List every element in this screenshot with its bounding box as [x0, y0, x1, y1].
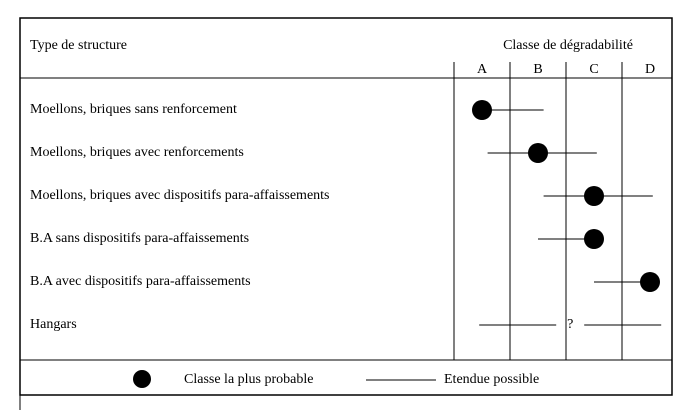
class-label: B: [533, 62, 542, 77]
probable-dot: [472, 100, 492, 120]
row-label: B.A avec dispositifs para-affaissements: [30, 274, 251, 289]
row-label: Moellons, briques sans renforcement: [30, 102, 237, 117]
probable-dot: [584, 229, 604, 249]
row-label: B.A sans dispositifs para-affaissements: [30, 231, 249, 246]
row-label: Hangars: [30, 317, 77, 332]
class-title: Classe de dégradabilité: [503, 38, 633, 53]
legend-dot: [133, 370, 151, 388]
class-label: D: [645, 62, 655, 77]
legend-probable: Classe la plus probable: [184, 372, 313, 387]
probable-dot: [640, 272, 660, 292]
class-label: A: [477, 62, 488, 77]
row-label: Moellons, briques avec renforcements: [30, 145, 244, 160]
probable-dot: [528, 143, 548, 163]
structure-header: Type de structure: [30, 38, 127, 53]
frame: [19, 17, 673, 396]
probable-dot: [584, 186, 604, 206]
row-label: Moellons, briques avec dispositifs para-…: [30, 188, 330, 203]
class-label: C: [589, 62, 598, 77]
range-note: ?: [567, 317, 573, 332]
legend-range: Etendue possible: [444, 372, 539, 387]
